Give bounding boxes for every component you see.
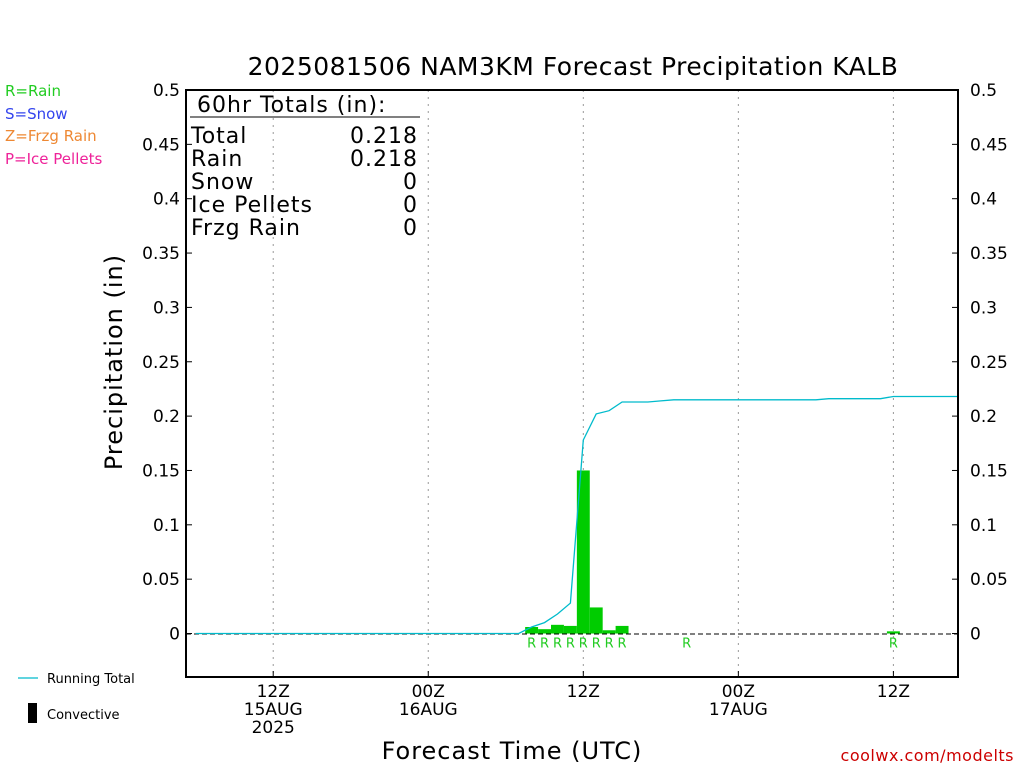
totals-box: 60hr Totals (in): Total 0.218 Rain 0.218… xyxy=(190,93,420,241)
precip-type-marker: R xyxy=(618,637,627,652)
legend-snow: S=Snow xyxy=(5,105,68,123)
x-axis-label: Forecast Time (UTC) xyxy=(382,737,643,765)
totals-ice-pellets-value: 0 xyxy=(403,193,418,218)
totals-total-label: Total xyxy=(190,124,247,149)
x-tick-label: 12Z xyxy=(567,682,600,702)
precip-bar xyxy=(602,630,616,634)
y-tick-label-left: 0.25 xyxy=(142,353,180,373)
y-tick-label-left: 0.5 xyxy=(153,81,180,101)
y-tick-label-right: 0.15 xyxy=(970,461,1008,481)
precip-bar xyxy=(551,624,564,634)
y-tick-label-left: 0.1 xyxy=(153,516,180,536)
precip-type-marker: R xyxy=(682,637,691,652)
y-tick-label-right: 0.2 xyxy=(970,407,997,427)
legend-ice-pellets: P=Ice Pellets xyxy=(5,150,102,168)
y-tick-label-left: 0.05 xyxy=(142,570,180,590)
y-tick-label-left: 0.15 xyxy=(142,461,180,481)
totals-rain-value: 0.218 xyxy=(350,147,418,172)
x-tick-label: 00Z xyxy=(722,682,755,702)
y-tick-label-right: 0.45 xyxy=(970,135,1008,155)
site-credit: coolwx.com/modelts xyxy=(841,746,1014,765)
series-legend: Running Total Convective xyxy=(18,672,135,723)
y-tick-label-left: 0.35 xyxy=(142,244,180,264)
y-tick-label-right: 0.1 xyxy=(970,516,997,536)
y-tick-label-right: 0.35 xyxy=(970,244,1008,264)
y-tick-label-left: 0.2 xyxy=(153,407,180,427)
precip-type-marker: R xyxy=(566,637,575,652)
x-tick-label: 17AUG xyxy=(709,700,768,720)
plot-frame xyxy=(185,89,959,678)
precip-bar xyxy=(589,607,603,634)
totals-snow-value: 0 xyxy=(403,170,418,195)
totals-total-value: 0.218 xyxy=(350,124,418,149)
y-tick-label-left: 0.3 xyxy=(153,298,180,318)
precip-bar xyxy=(576,470,590,634)
y-tick-label-right: 0.5 xyxy=(970,81,997,101)
y-tick-label-right: 0.05 xyxy=(970,570,1008,590)
y-tick-label-left: 0 xyxy=(169,625,180,645)
precip-bar xyxy=(615,625,629,634)
running-total-legend-label: Running Total xyxy=(47,672,135,687)
x-tick-label: 2025 xyxy=(252,718,295,738)
chart-title: 2025081506 NAM3KM Forecast Precipitation… xyxy=(248,52,899,81)
precip-bar xyxy=(886,631,900,634)
precip-type-marker: R xyxy=(605,637,614,652)
x-tick-label: 12Z xyxy=(257,682,290,702)
totals-snow-label: Snow xyxy=(191,170,254,195)
convective-legend-swatch xyxy=(28,703,37,723)
y-tick-label-right: 0 xyxy=(970,625,981,645)
precip-type-marker: R xyxy=(553,637,562,652)
totals-frzg-rain-label: Frzg Rain xyxy=(191,216,301,241)
y-tick-label-right: 0.3 xyxy=(970,298,997,318)
precip-type-marker: R xyxy=(579,637,588,652)
y-tick-label-left: 0.4 xyxy=(153,190,180,210)
precip-bars xyxy=(525,470,900,634)
y-tick-label-left: 0.45 xyxy=(142,135,180,155)
precip-type-marker: R xyxy=(527,637,536,652)
totals-ice-pellets-label: Ice Pellets xyxy=(191,193,313,218)
precip-type-marker: R xyxy=(889,637,898,652)
convective-legend-label: Convective xyxy=(47,708,120,723)
x-tick-label: 16AUG xyxy=(399,700,458,720)
y-tick-label-right: 0.4 xyxy=(970,190,997,210)
running-total-line xyxy=(195,395,958,635)
totals-header: 60hr Totals (in): xyxy=(197,93,386,118)
legend-frzg-rain: Z=Frzg Rain xyxy=(5,127,97,145)
x-tick-label: 00Z xyxy=(412,682,445,702)
y-axis-label: Precipitation (in) xyxy=(100,254,128,470)
precip-bar xyxy=(538,629,552,634)
totals-frzg-rain-value: 0 xyxy=(403,216,418,241)
precip-bar xyxy=(525,626,539,634)
y-tick-label-right: 0.25 xyxy=(970,353,1008,373)
x-tick-label: 12Z xyxy=(877,682,910,702)
x-tick-label: 15AUG xyxy=(244,700,303,720)
y-axis-ticks: 0 00.05 0.050.1 0.10.15 0.150.2 0.20.25 0.250.… xyxy=(142,81,1008,645)
precip-type-marker: R xyxy=(592,637,601,652)
precip-type-marker: R xyxy=(540,637,549,652)
precip-type-legend: R=Rain S=Snow Z=Frzg Rain P=Ice Pellets xyxy=(5,82,102,168)
legend-rain: R=Rain xyxy=(5,82,61,100)
totals-rain-label: Rain xyxy=(191,147,243,172)
precip-bar xyxy=(563,625,577,634)
